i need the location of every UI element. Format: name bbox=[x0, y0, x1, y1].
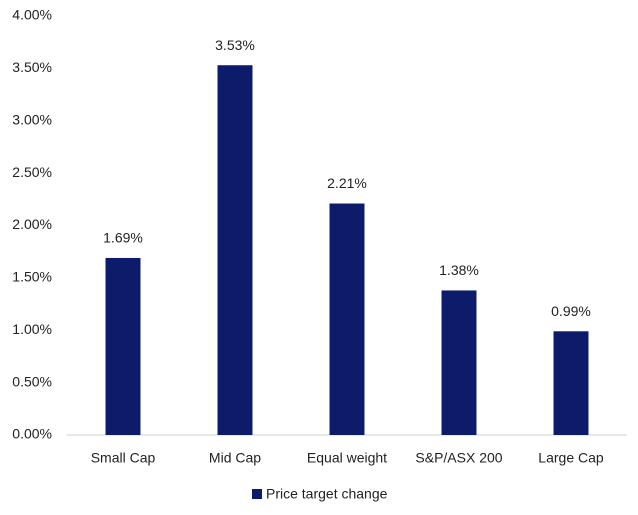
bar bbox=[329, 203, 365, 435]
value-label: 1.69% bbox=[103, 230, 143, 246]
y-tick-label: 0.50% bbox=[12, 373, 52, 389]
y-tick-label: 3.50% bbox=[12, 59, 52, 75]
y-tick-label: 1.50% bbox=[12, 269, 52, 285]
value-label: 2.21% bbox=[327, 175, 367, 191]
x-tick-label: Mid Cap bbox=[209, 450, 261, 466]
x-tick-label: Small Cap bbox=[91, 450, 156, 466]
bar bbox=[217, 65, 253, 436]
bar bbox=[105, 257, 141, 435]
value-label: 0.99% bbox=[551, 303, 591, 319]
bar bbox=[553, 331, 589, 435]
x-tick-label: Equal weight bbox=[307, 450, 387, 466]
x-tick-label: S&P/ASX 200 bbox=[415, 450, 502, 466]
x-tick-label: Large Cap bbox=[538, 450, 604, 466]
value-label: 1.38% bbox=[439, 262, 479, 278]
legend-label: Price target change bbox=[266, 486, 388, 502]
bar bbox=[441, 290, 477, 435]
value-label: 3.53% bbox=[215, 37, 255, 53]
y-tick-label: 3.00% bbox=[12, 111, 52, 127]
y-tick-label: 0.00% bbox=[12, 426, 52, 442]
y-tick-label: 2.50% bbox=[12, 164, 52, 180]
y-tick-label: 4.00% bbox=[12, 7, 52, 23]
y-tick-label: 2.00% bbox=[12, 216, 52, 232]
legend-swatch bbox=[252, 489, 262, 499]
y-tick-label: 1.00% bbox=[12, 321, 52, 337]
